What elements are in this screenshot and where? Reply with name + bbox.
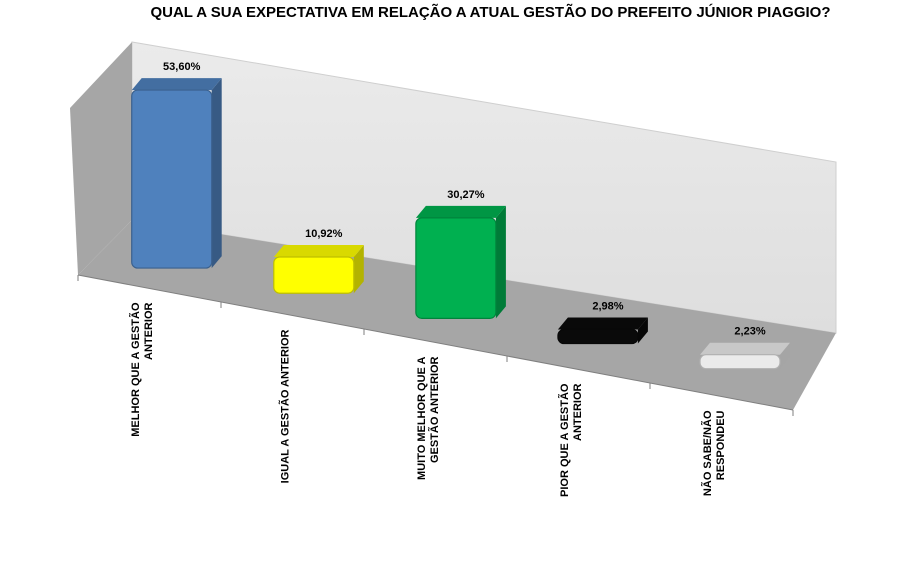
data-label: 2,98% — [592, 301, 623, 313]
category-label: NÃO SABE/NÃO — [701, 410, 714, 496]
bar — [131, 78, 222, 269]
category-label: ANTERIOR — [572, 383, 584, 441]
category-label: IGUAL A GESTÃO ANTERIOR — [279, 329, 292, 483]
category-label: MUITO MELHOR QUE A — [416, 356, 428, 480]
x-axis-line — [77, 274, 794, 411]
side-wall — [70, 42, 132, 275]
bar — [273, 245, 364, 294]
data-label: 10,92% — [305, 228, 343, 240]
data-label: 2,23% — [734, 326, 765, 338]
category-label: MELHOR QUE A GESTÃO — [129, 302, 142, 437]
bar — [557, 317, 648, 345]
data-label: 53,60% — [163, 61, 201, 73]
data-label: 30,27% — [447, 189, 485, 201]
bar — [699, 342, 790, 370]
category-label: ANTERIOR — [143, 302, 155, 360]
category-label: GESTÃO ANTERIOR — [428, 356, 441, 463]
category-label: RESPONDEU — [715, 410, 727, 480]
chart-title: QUAL A SUA EXPECTATIVA EM RELAÇÃO A ATUA… — [150, 4, 831, 21]
bar — [415, 205, 506, 319]
category-label: PIOR QUE A GESTÃO — [558, 383, 571, 497]
